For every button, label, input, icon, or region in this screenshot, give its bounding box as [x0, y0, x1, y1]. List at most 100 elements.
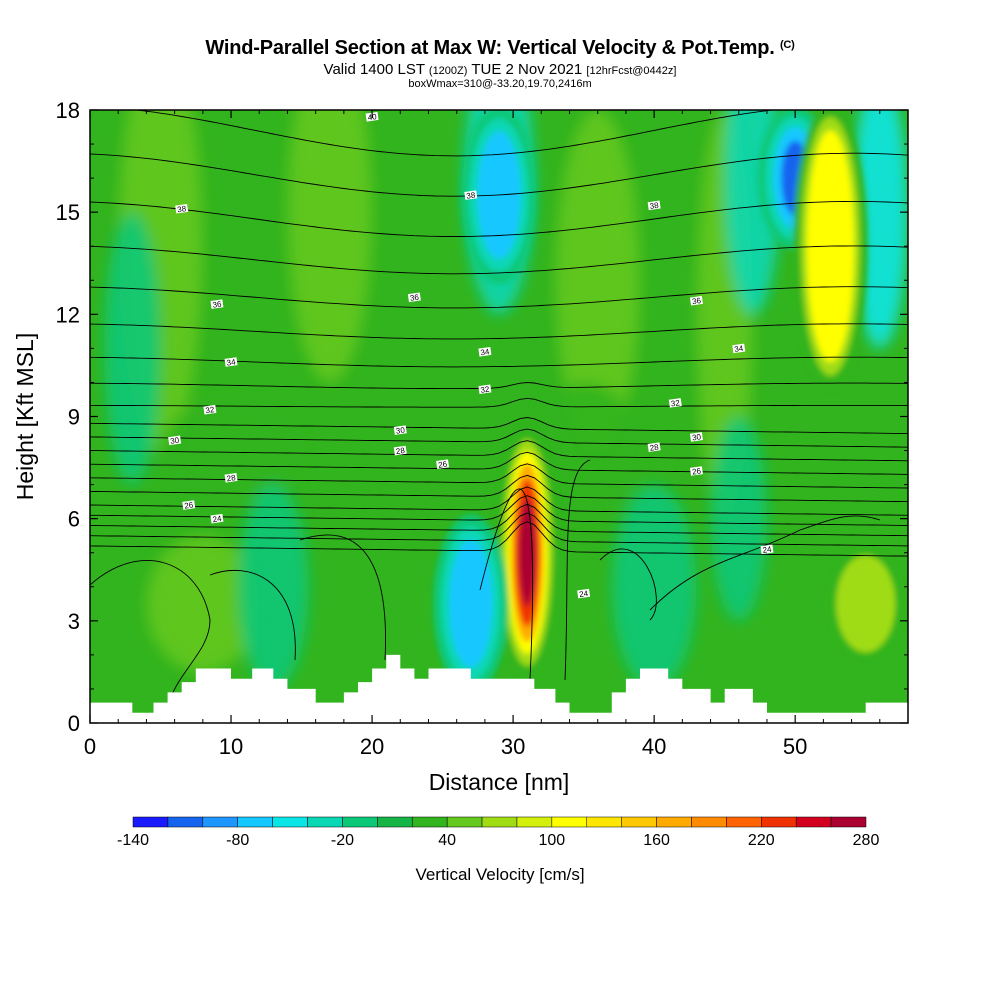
colorbar: -140 -80 -20 40 100 160 220 280 Vertical Velocit… — [117, 816, 879, 884]
field-patch — [611, 484, 697, 689]
x-tick-label: 20 — [360, 734, 384, 759]
contour-label: 28 — [224, 473, 238, 483]
isentrope-line — [90, 495, 908, 526]
colorbar-swatch — [411, 816, 448, 828]
contour-label: 30 — [393, 425, 407, 436]
isentrope-line — [90, 397, 908, 408]
contour-label-bg — [760, 544, 774, 555]
contour-label-text: 36 — [409, 293, 420, 303]
colorbar-title: Vertical Velocity [cm/s] — [415, 865, 584, 884]
valid-date: TUE 2 Nov 2021 — [471, 61, 583, 78]
contour-label: 32 — [203, 404, 217, 415]
contour-label-text: 30 — [170, 436, 181, 446]
contour-label-text: 30 — [395, 425, 406, 435]
chart-title: Wind-Parallel Section at Max W: Vertical… — [0, 37, 1000, 60]
colorbar-swatch — [761, 816, 797, 828]
contour-label-text: 38 — [177, 204, 188, 214]
terrain — [90, 654, 908, 723]
field-patch — [555, 110, 641, 451]
contour-label: 30 — [689, 432, 703, 443]
colorbar-swatch — [621, 816, 657, 828]
chart-valid-time: Valid 1400 LST (1200Z) TUE 2 Nov 2021 [1… — [0, 61, 1000, 78]
contour-label-text: 34 — [226, 357, 237, 367]
y-tick-label: 18 — [56, 98, 80, 123]
isentrope-line — [90, 152, 908, 197]
y-tick-label: 15 — [56, 200, 80, 225]
contour-label-bg — [436, 459, 450, 469]
field-patches — [104, 110, 908, 689]
contour-label: 36 — [407, 292, 421, 303]
field-patch — [238, 484, 309, 689]
colorbar-swatch — [342, 816, 378, 828]
y-tick-label: 6 — [68, 507, 80, 532]
contour-label: 28 — [393, 445, 407, 456]
contour-label-bg — [203, 404, 217, 415]
colorbar-swatch — [726, 816, 762, 828]
isentrope-line — [90, 286, 908, 309]
contour-label: 38 — [175, 203, 189, 214]
field-patch — [146, 535, 260, 672]
valid-prefix: Valid 1400 LST — [323, 61, 425, 78]
contour-label-bg — [689, 466, 703, 476]
y-tick-label: 9 — [68, 405, 80, 430]
contour-label: 34 — [732, 343, 746, 354]
contour-label-bg — [647, 442, 661, 452]
field-patch — [104, 212, 161, 485]
colorbar-swatch — [202, 816, 238, 828]
contour-label-text: 36 — [212, 299, 223, 309]
colorbar-tick-label: 220 — [748, 832, 775, 849]
contour-label-text: 34 — [734, 344, 745, 354]
contour-label-bg — [647, 200, 661, 211]
colorbar-tick-label: -20 — [331, 832, 354, 849]
contour-label-bg — [478, 384, 492, 395]
contour-label-bg — [393, 425, 407, 435]
contour-label: 24 — [210, 513, 224, 524]
y-tick-label: 0 — [68, 711, 80, 736]
colorbar-tick-label: 40 — [438, 832, 456, 849]
colorbar-tick-label: 100 — [539, 832, 566, 849]
velocity-core — [836, 555, 896, 653]
contour-label-text: 26 — [438, 460, 449, 470]
contour-label-bg — [168, 435, 182, 446]
isentrope-line — [90, 486, 908, 516]
x-tick-label: 0 — [84, 734, 96, 759]
contour-label-bg — [393, 445, 407, 456]
contour-label: 38 — [647, 200, 661, 211]
contour-label: 36 — [689, 295, 703, 306]
isentrope-line — [90, 323, 908, 340]
contour-label-bg — [407, 292, 421, 303]
contour-label: 38 — [464, 190, 478, 201]
colorbar-swatch — [656, 816, 692, 828]
contour-label-text: 32 — [670, 398, 681, 408]
field-patch — [710, 416, 767, 621]
isentrope-contours — [90, 110, 908, 701]
isentrope-line — [599, 548, 657, 621]
isentrope-line — [90, 245, 908, 275]
contour-label-bg — [689, 295, 703, 306]
isentrope-line — [90, 428, 908, 448]
contour-label: 28 — [647, 442, 661, 453]
colorbar-swatch — [516, 816, 553, 828]
contour-label-text: 24 — [212, 514, 223, 524]
contour-label-bg — [210, 299, 224, 309]
terrain-fill — [90, 654, 908, 723]
contour-label-bg — [464, 190, 478, 200]
contour-label-text: 38 — [466, 190, 477, 200]
isentrope-line — [209, 569, 296, 661]
colorbar-tick-label: -140 — [117, 832, 149, 849]
contour-label-text: 24 — [579, 589, 590, 599]
contour-labels: 24 24 24 26 26 26 28 28 28 30 30 30 32 32 32 34 34 34 36 36… — [168, 112, 774, 599]
colorbar-swatch — [237, 816, 273, 828]
isentrope-line — [90, 200, 908, 237]
isentrope-line — [90, 512, 908, 547]
contour-label: 26 — [182, 500, 196, 511]
colorbar-swatch — [132, 816, 169, 828]
colorbar-swatch — [272, 816, 308, 828]
colorbar-swatch — [446, 816, 483, 828]
y-tick-label: 3 — [68, 609, 80, 634]
isentrope-line — [90, 560, 211, 701]
colorbar-swatch — [795, 816, 832, 828]
contour-label-bg — [732, 343, 746, 354]
contour-label-bg — [182, 500, 196, 510]
colorbar-swatch — [481, 816, 518, 828]
